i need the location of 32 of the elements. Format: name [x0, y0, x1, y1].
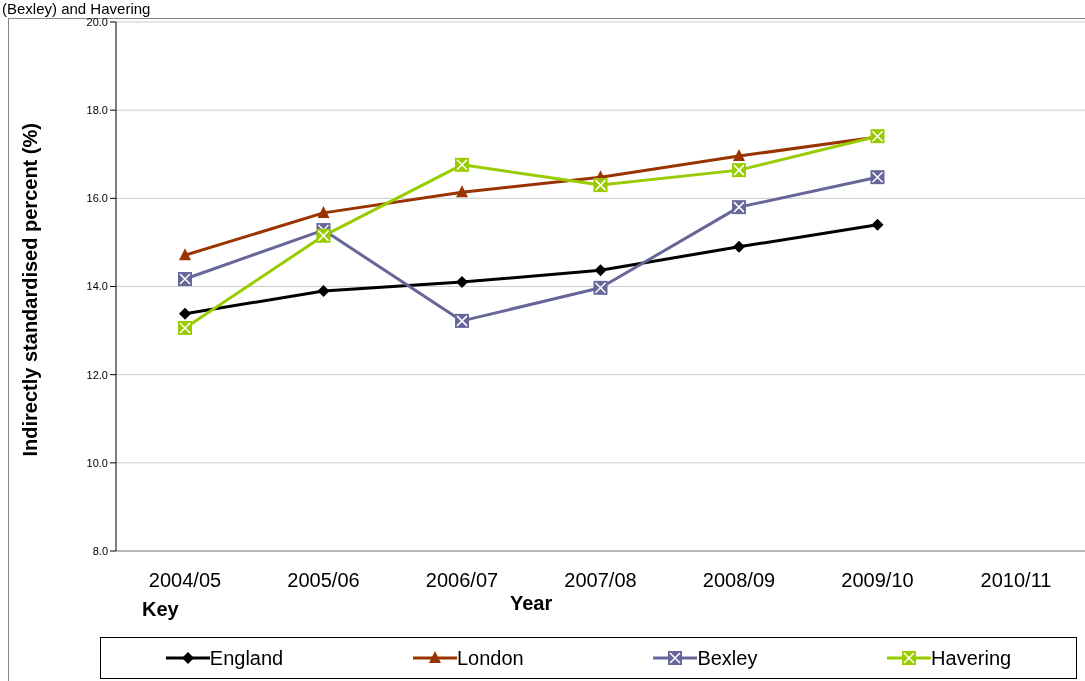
y-tick-label: 10.0	[86, 456, 108, 469]
legend-title: Key	[142, 598, 179, 621]
point	[179, 307, 191, 320]
x-tick-label: 2004/05	[148, 569, 222, 592]
point	[456, 276, 468, 289]
legend-label: England	[209, 646, 284, 670]
x-axis-title: Year	[510, 592, 553, 615]
x-tick-label: 2009/10	[841, 569, 914, 592]
y-axis-title: Indirectly standardised percent (%)	[19, 123, 42, 457]
y-tick-label: 16.0	[86, 192, 108, 205]
x-tick-label: 2005/06	[287, 569, 360, 592]
point	[733, 240, 745, 253]
chart-title: (Bexley) and Havering	[2, 0, 151, 17]
point	[456, 185, 468, 198]
y-tick-label: 20.0	[86, 15, 108, 28]
point	[317, 284, 330, 297]
y-tick-label: 14.0	[86, 280, 108, 293]
y-tick-label: 8.0	[92, 544, 108, 557]
x-tick-label: 2010/11	[980, 569, 1052, 592]
legend-label: Havering	[931, 646, 1012, 670]
x-tick-label: 2006/07	[425, 569, 499, 592]
point	[871, 218, 884, 231]
legend-label: London	[456, 646, 524, 670]
y-tick-label: 18.0	[86, 104, 108, 117]
point	[317, 205, 330, 218]
point	[179, 248, 191, 261]
x-tick-label: 2007/08	[564, 569, 637, 592]
point	[594, 264, 607, 277]
x-tick-label: 2008/09	[702, 569, 776, 592]
y-tick-label: 12.0	[86, 368, 108, 381]
point	[733, 149, 745, 162]
legend-label: Bexley	[697, 646, 758, 670]
